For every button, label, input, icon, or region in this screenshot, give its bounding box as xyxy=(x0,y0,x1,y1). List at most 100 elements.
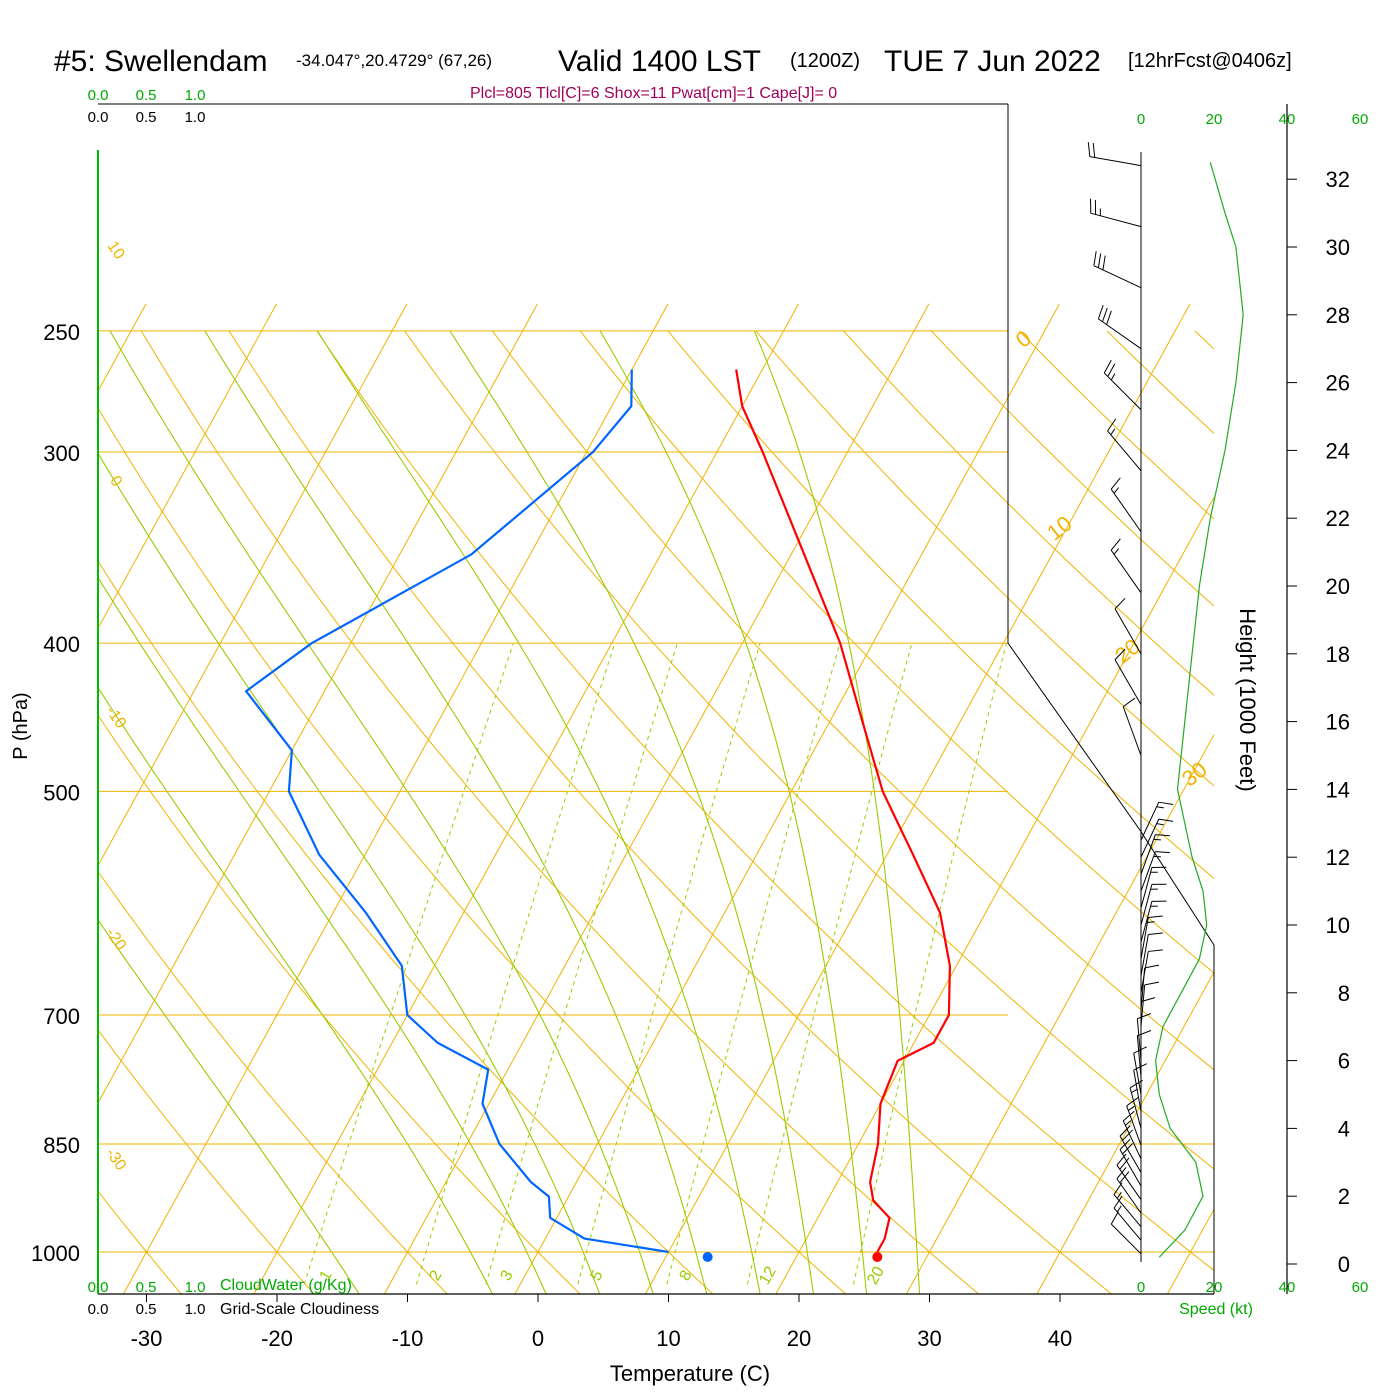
wind-barb xyxy=(1140,981,1160,1027)
wind-barb-shaft xyxy=(1136,1035,1142,1078)
wind-barb-shaft xyxy=(1122,706,1142,756)
isotherm-line xyxy=(775,496,1214,1294)
wind-barb xyxy=(1140,964,1160,1010)
wind-barb-shaft xyxy=(1140,934,1149,976)
wind-barb-flag xyxy=(1103,359,1112,374)
wind-barb-flag xyxy=(1126,1096,1139,1107)
wind-barb-shaft xyxy=(1136,1018,1142,1061)
height-tick-label: 22 xyxy=(1326,506,1350,531)
cloudiness-label: Grid-Scale Cloudiness xyxy=(220,1301,379,1318)
wind-barb xyxy=(1116,1153,1142,1200)
wind-barb-flag xyxy=(1144,964,1160,969)
mixing-ratio-label: 20 xyxy=(864,1264,888,1288)
mixing-ratio-label: 5 xyxy=(588,1268,607,1284)
wind-barb-flag xyxy=(1158,801,1174,805)
x-tick-label: -10 xyxy=(392,1326,424,1351)
wind-barb-flag xyxy=(1158,818,1174,822)
wind-barb xyxy=(1140,818,1174,858)
wind-barb-flag xyxy=(1106,310,1112,325)
x-axis-label: Temperature (C) xyxy=(610,1361,770,1386)
x-tick-label: -20 xyxy=(261,1326,293,1351)
dry-adiabat-line xyxy=(667,330,1214,880)
wind-barb-flag xyxy=(1122,1110,1135,1122)
wind-barb-half-flag xyxy=(1110,428,1116,436)
mixing-ratio-line xyxy=(666,643,841,1285)
wind-barb-flag xyxy=(1155,851,1170,854)
wind-barb-shaft xyxy=(1110,488,1142,533)
height-tick-label: 16 xyxy=(1326,710,1350,735)
height-tick-label: 2 xyxy=(1338,1184,1350,1209)
frame-right-boundary xyxy=(1007,104,1215,1294)
wind-barb-flag xyxy=(1110,538,1121,551)
surface-dewpoint-dot xyxy=(702,1252,713,1262)
wind-barb xyxy=(1140,883,1167,926)
wind-barb-shaft xyxy=(1114,659,1142,705)
dry-adiabat-label: 10 xyxy=(104,238,128,262)
isotherm-line xyxy=(0,304,16,1316)
height-tick-label: 26 xyxy=(1326,371,1350,396)
wind-barb-shaft xyxy=(1140,834,1156,875)
wind-barb-half-flag xyxy=(1156,806,1164,809)
cloud-scale-top-green: 1.0 xyxy=(185,87,206,104)
isotherm-label: 30 xyxy=(1177,757,1212,792)
sounding-profiles xyxy=(244,369,952,1262)
height-tick-label: 10 xyxy=(1326,913,1350,938)
y-axis-label: P (hPa) xyxy=(10,692,32,759)
isotherm-line xyxy=(644,303,1191,1294)
wind-barb-flag xyxy=(1097,253,1102,268)
isotherm-line xyxy=(253,303,799,1294)
pressure-tick-label: 850 xyxy=(43,1133,80,1158)
wind-barb xyxy=(1113,1195,1142,1241)
dry-adiabat-line xyxy=(316,330,1214,1272)
wind-barb xyxy=(1114,597,1142,655)
dry-adiabat-line xyxy=(140,330,980,1294)
wind-barb-shaft xyxy=(1098,318,1142,350)
dry-adiabat-line xyxy=(404,330,1214,1170)
wind-barb-shaft xyxy=(1116,1164,1142,1200)
isotherm-line xyxy=(905,733,1214,1294)
wind-barb-half-flag xyxy=(1128,1105,1135,1111)
cloud-scale-bottom-black: 0.0 xyxy=(88,1301,109,1318)
wind-barb-flag xyxy=(1114,597,1126,610)
wind-barb-shaft xyxy=(1133,1070,1142,1112)
x-tick-label: 0 xyxy=(532,1326,544,1351)
wind-barb xyxy=(1140,900,1167,943)
wind-barb xyxy=(1126,1096,1142,1146)
wind-barb-shaft xyxy=(1122,1120,1142,1160)
wind-barb-flag xyxy=(1137,1030,1152,1037)
forecast-run: [12hrFcst@0406z] xyxy=(1128,50,1292,72)
wind-barb-half-flag xyxy=(1116,1205,1122,1213)
dry-adiabat-line xyxy=(492,330,1214,1071)
background-lines xyxy=(0,303,1214,1316)
moist-adiabat-line xyxy=(109,330,654,1294)
x-tick-label: 10 xyxy=(656,1326,680,1351)
speed-tick-top: 0 xyxy=(1137,111,1145,128)
valid-time: Valid 1400 LST xyxy=(558,45,761,78)
cloud-scale-top-green: 0.0 xyxy=(88,87,109,104)
wind-barb-shaft xyxy=(1093,265,1142,289)
height-tick-label: 28 xyxy=(1326,303,1350,328)
wind-barb-shaft xyxy=(1140,867,1153,909)
dry-adiabat-line xyxy=(228,330,1113,1294)
isotherm-label: 0 xyxy=(1011,325,1036,352)
wind-barb-shaft xyxy=(1140,801,1160,841)
wind-barb-flag xyxy=(1122,697,1136,708)
wind-barb-shaft xyxy=(1140,951,1149,993)
cloud-scale-bottom-black: 1.0 xyxy=(185,1301,206,1318)
height-axis-label: Height (1000 Feet) xyxy=(1235,608,1260,791)
dry-adiabat-line xyxy=(98,1190,182,1294)
height-tick-label: 6 xyxy=(1338,1049,1350,1074)
isotherm-line xyxy=(122,303,669,1294)
wind-barb-half-flag xyxy=(1156,823,1164,826)
temperature-profile xyxy=(735,369,952,1253)
wind-barb-half-flag xyxy=(1131,1088,1138,1094)
x-tick-label: -30 xyxy=(131,1326,163,1351)
wind-barb-flag xyxy=(1102,307,1108,322)
wind-barb xyxy=(1140,915,1163,959)
mixing-ratio-label: 2 xyxy=(427,1268,446,1284)
height-tick-label: 24 xyxy=(1326,438,1350,463)
cloud-scale-bottom-black: 0.5 xyxy=(136,1301,157,1318)
wind-barb-shaft xyxy=(1114,608,1142,655)
isotherm-line xyxy=(98,303,277,630)
